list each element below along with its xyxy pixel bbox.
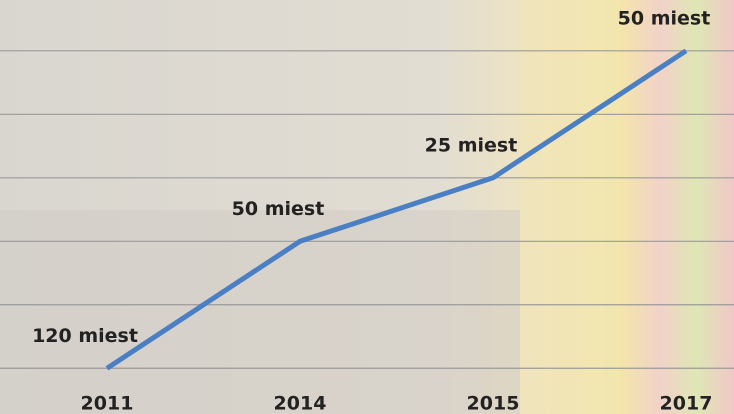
point-label: 50 miest: [618, 7, 711, 29]
x-tick-label: 2014: [274, 393, 327, 414]
point-label: 50 miest: [232, 198, 325, 220]
background-wall: [520, 0, 620, 414]
x-tick-label: 2011: [81, 393, 134, 414]
point-label: 25 miest: [425, 134, 518, 156]
point-label: 120 miest: [32, 325, 138, 347]
x-tick-label: 2015: [467, 393, 520, 414]
chart: 2011 120 miest 2014 50 miest 2015 25 miest 201…: [0, 0, 734, 414]
background-shade: [0, 210, 520, 414]
x-tick-label: 2017: [660, 393, 713, 414]
